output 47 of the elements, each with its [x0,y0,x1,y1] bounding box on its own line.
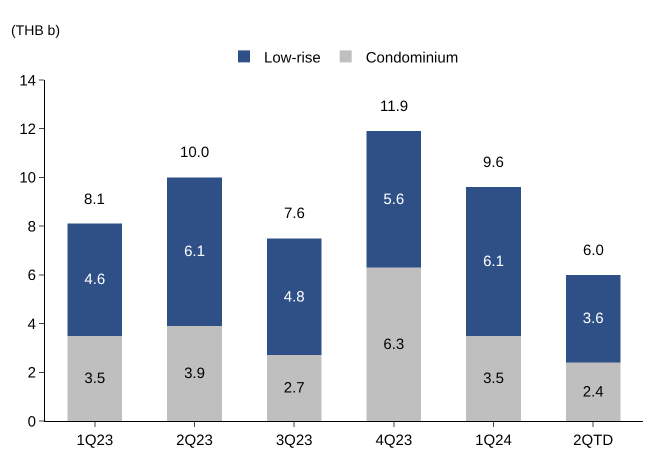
data-label: 6.1 [184,243,205,260]
x-tick-label: 1Q24 [475,432,512,449]
total-label: 6.0 [583,242,604,259]
total-label: 8.1 [84,191,105,208]
total-label: 10.0 [180,144,210,161]
y-tick-label: 12 [19,120,36,138]
data-label: 4.6 [84,271,106,288]
y-tick-label: 8 [28,218,36,236]
data-label: 2.7 [284,380,305,397]
y-tick-label: 6 [28,267,36,284]
bar [266,238,322,356]
data-label: 4.8 [284,288,305,306]
x-tick-label: 1Q23 [76,432,114,449]
bar [466,187,521,336]
bar [167,326,222,421]
bar [566,362,621,421]
y-tick-label: 2 [28,364,36,382]
x-tick-label: 3Q23 [276,432,313,449]
x-tick-label: 2QTD [573,432,614,449]
bar [266,355,322,421]
bar [566,274,621,363]
bar [167,177,222,326]
total-label: 9.6 [483,154,504,171]
x-tick-label: 4Q23 [375,432,412,449]
total-label: 11.9 [380,98,408,115]
y-tick-label: 4 [28,316,36,333]
total-label: 7.6 [284,205,305,222]
bar [366,268,422,421]
data-label: 5.6 [383,190,404,208]
x-tick-label: 2Q23 [176,432,213,449]
bar [366,131,422,268]
data-label: 3.9 [184,365,205,382]
data-label: 6.3 [383,336,404,353]
y-tick-label: 0 [28,413,36,430]
y-tick-label: 10 [19,170,36,187]
data-label: 2.4 [582,383,604,400]
data-label: 6.1 [483,252,504,270]
data-label: 3.5 [84,370,106,387]
bar [466,336,521,421]
bar [67,224,122,336]
data-label: 3.6 [582,310,604,328]
legend-label: Condominium [366,49,458,66]
legend-label: Low-rise [264,49,321,66]
y-tick-label: 14 [19,72,36,90]
bar [67,336,122,421]
y-axis-title: (THB b) [11,22,60,38]
data-label: 3.5 [483,370,504,387]
